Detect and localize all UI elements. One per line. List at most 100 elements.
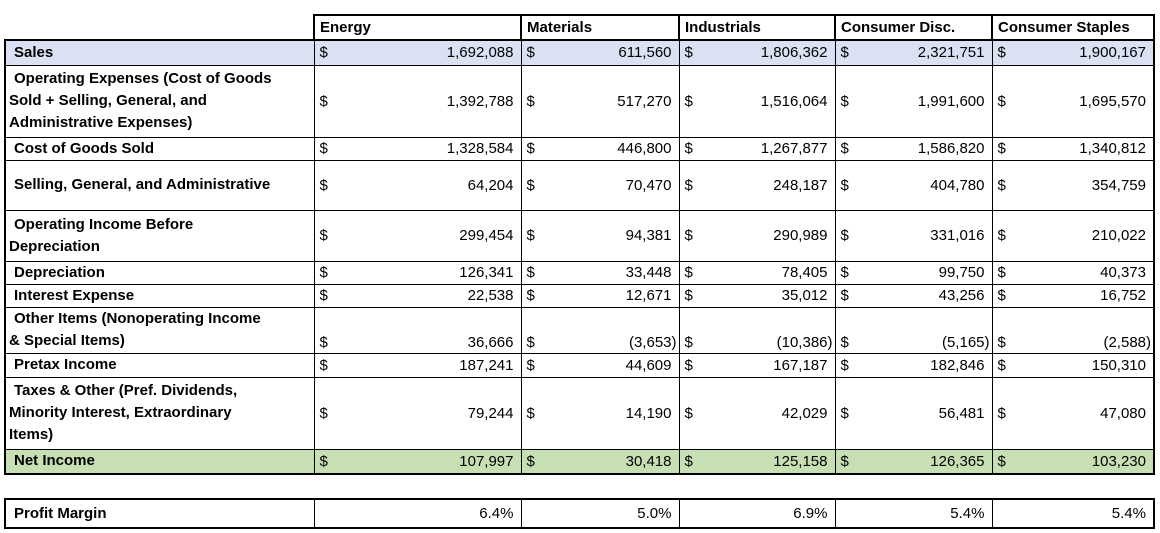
value-cell[interactable]: $40,373 [991, 260, 1155, 285]
value-cell[interactable]: $14,190 [520, 376, 680, 450]
row-label-cell[interactable]: Pretax Income [4, 352, 315, 378]
value-cell[interactable]: $1,695,570 [991, 64, 1155, 138]
currency-symbol: $ [840, 176, 849, 194]
currency-symbol: $ [840, 264, 849, 281]
currency-symbol: $ [684, 333, 693, 351]
value-cell[interactable]: $187,241 [313, 352, 522, 378]
value-cell[interactable]: $99,750 [834, 260, 993, 285]
value-cell[interactable]: $ (2,588) [991, 306, 1155, 354]
currency-symbol: $ [997, 44, 1006, 62]
currency-symbol: $ [684, 452, 693, 470]
row-label-cell[interactable]: Other Items (Nonoperating Income & Specia… [4, 306, 315, 354]
value-cell[interactable]: $1,991,600 [834, 64, 993, 138]
value-cell[interactable]: $ (3,653) [520, 306, 680, 354]
currency-symbol: $ [840, 140, 849, 157]
value-cell[interactable]: $47,080 [991, 376, 1155, 450]
profit-margin-value-cell[interactable]: 5.4% [834, 498, 993, 529]
value-cell[interactable]: $1,900,167 [991, 39, 1155, 66]
currency-symbol: $ [997, 452, 1006, 470]
cell-amount: 446,800 [617, 140, 672, 157]
value-cell[interactable]: $125,158 [678, 448, 836, 475]
value-cell[interactable]: $16,752 [991, 283, 1155, 308]
value-cell[interactable]: $404,780 [834, 159, 993, 211]
value-cell[interactable]: $182,846 [834, 352, 993, 378]
cell-amount: 40,373 [1100, 264, 1146, 281]
value-cell[interactable]: $354,759 [991, 159, 1155, 211]
table-body: Sales $1,692,088 $611,560 $1,806,362 $2,321,… [4, 39, 1155, 475]
profit-margin-value-cell[interactable]: 5.4% [991, 498, 1155, 529]
profit-margin-label-cell[interactable]: Profit Margin [4, 498, 315, 529]
value-cell[interactable]: $126,341 [313, 260, 522, 285]
value-cell[interactable]: $1,328,584 [313, 136, 522, 161]
value-cell[interactable]: $30,418 [520, 448, 680, 475]
value-cell[interactable]: $331,016 [834, 209, 993, 262]
row-label-cell[interactable]: Selling, General, and Administrative [4, 159, 315, 211]
value-cell[interactable]: $103,230 [991, 448, 1155, 475]
currency-symbol: $ [684, 227, 693, 244]
table-row: Operating Income Before Depreciation $299,… [4, 209, 1155, 262]
value-cell[interactable]: $43,256 [834, 283, 993, 308]
value-cell[interactable]: $1,267,877 [678, 136, 836, 161]
value-cell[interactable]: $1,692,088 [313, 39, 522, 66]
currency-symbol: $ [684, 92, 693, 110]
table-row: Cost of Goods Sold $1,328,584 $446,800 $1,2… [4, 136, 1155, 161]
value-cell[interactable]: $1,516,064 [678, 64, 836, 138]
value-cell[interactable]: $1,392,788 [313, 64, 522, 138]
cell-amount: (3,653) [628, 333, 677, 351]
column-header-energy[interactable]: Energy [313, 14, 522, 41]
currency-symbol: $ [526, 333, 535, 351]
value-cell[interactable]: $ (5,165) [834, 306, 993, 354]
value-cell[interactable]: $446,800 [520, 136, 680, 161]
value-cell[interactable]: $94,381 [520, 209, 680, 262]
row-label-cell[interactable]: Net Income [4, 448, 315, 475]
profit-margin-value-cell[interactable]: 6.9% [678, 498, 836, 529]
currency-symbol: $ [526, 356, 535, 374]
value-cell[interactable]: $79,244 [313, 376, 522, 450]
value-cell[interactable]: $210,022 [991, 209, 1155, 262]
value-cell[interactable]: $22,538 [313, 283, 522, 308]
column-header-consumer-staples[interactable]: Consumer Staples [991, 14, 1155, 41]
value-cell[interactable]: $35,012 [678, 283, 836, 308]
profit-margin-value-cell[interactable]: 5.0% [520, 498, 680, 529]
table-row: Taxes & Other (Pref. Dividends, Minority … [4, 376, 1155, 450]
value-cell[interactable]: $2,321,751 [834, 39, 993, 66]
row-label-cell[interactable]: Operating Expenses (Cost of Goods Sold + … [4, 64, 315, 138]
value-cell[interactable]: $12,671 [520, 283, 680, 308]
row-label-cell[interactable]: Cost of Goods Sold [4, 136, 315, 161]
row-label-cell[interactable]: Taxes & Other (Pref. Dividends, Minority … [4, 376, 315, 450]
value-cell[interactable]: $611,560 [520, 39, 680, 66]
value-cell[interactable]: $107,997 [313, 448, 522, 475]
value-cell[interactable]: $517,270 [520, 64, 680, 138]
value-cell[interactable]: $150,310 [991, 352, 1155, 378]
column-header-industrials[interactable]: Industrials [678, 14, 836, 41]
table-row: Sales $1,692,088 $611,560 $1,806,362 $2,321,… [4, 39, 1155, 66]
cell-amount: (2,588) [1103, 333, 1151, 351]
value-cell[interactable]: $56,481 [834, 376, 993, 450]
column-header-materials[interactable]: Materials [520, 14, 680, 41]
value-cell[interactable]: $ (10,386) [678, 306, 836, 354]
value-cell[interactable]: $44,609 [520, 352, 680, 378]
row-label-cell[interactable]: Interest Expense [4, 283, 315, 308]
row-label-cell[interactable]: Depreciation [4, 260, 315, 285]
value-cell[interactable]: $167,187 [678, 352, 836, 378]
value-cell[interactable]: $290,989 [678, 209, 836, 262]
row-label-cell[interactable]: Sales [4, 39, 315, 66]
cell-amount: 150,310 [1091, 356, 1146, 374]
value-cell[interactable]: $33,448 [520, 260, 680, 285]
profit-margin-value-cell[interactable]: 6.4% [313, 498, 522, 529]
value-cell[interactable]: $1,806,362 [678, 39, 836, 66]
value-cell[interactable]: $42,029 [678, 376, 836, 450]
value-cell[interactable]: $70,470 [520, 159, 680, 211]
value-cell[interactable]: $78,405 [678, 260, 836, 285]
value-cell[interactable]: $1,586,820 [834, 136, 993, 161]
value-cell[interactable]: $248,187 [678, 159, 836, 211]
value-cell[interactable]: $299,454 [313, 209, 522, 262]
value-cell[interactable]: $36,666 [313, 306, 522, 354]
value-cell[interactable]: $126,365 [834, 448, 993, 475]
currency-symbol: $ [526, 176, 535, 194]
value-cell[interactable]: $64,204 [313, 159, 522, 211]
value-cell[interactable]: $1,340,812 [991, 136, 1155, 161]
column-header-consumer-disc[interactable]: Consumer Disc. [834, 14, 993, 41]
row-label-cell[interactable]: Operating Income Before Depreciation [4, 209, 315, 262]
cell-amount: 16,752 [1100, 287, 1146, 304]
